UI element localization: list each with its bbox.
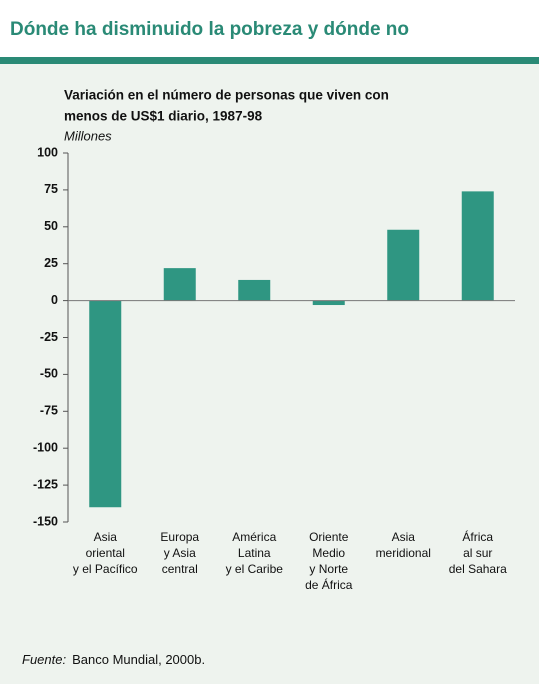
bar [163, 268, 196, 301]
x-tick-line: del Sahara [449, 562, 507, 576]
y-tick-label: 25 [44, 256, 58, 270]
source-label: Fuente: [22, 652, 66, 667]
bar [461, 191, 494, 301]
x-tick-label: Europa y Asia central [160, 530, 199, 576]
x-tick-line: al sur [463, 546, 492, 560]
x-tick-line: oriental [86, 546, 125, 560]
x-tick-label: América Latina y el Caribe [226, 530, 284, 576]
y-tick-label: 50 [44, 219, 58, 233]
bar [387, 229, 420, 301]
y-tick-label: -125 [33, 477, 58, 491]
x-tick-label: Oriente Medio y Norte de África [305, 530, 353, 592]
y-tick-label: 0 [51, 293, 58, 307]
y-tick-label: 100 [37, 145, 58, 159]
source: Fuente: Banco Mundial, 2000b. [22, 652, 205, 667]
x-tick-label: Asia oriental y el Pacífico [73, 530, 138, 576]
chart-title: Dónde ha disminuido la pobreza y dónde n… [10, 19, 409, 40]
title-rule [0, 57, 539, 64]
x-tick-line: Latina [238, 546, 271, 560]
source-text: Banco Mundial, 2000b. [72, 652, 205, 667]
y-tick-label: -75 [40, 404, 58, 418]
x-tick-line: Europa [160, 530, 199, 544]
bar [89, 300, 122, 508]
x-tick-line: Oriente [309, 530, 349, 544]
x-tick-line: y el Pacífico [73, 562, 138, 576]
y-tick-label: -25 [40, 330, 58, 344]
subtitle: Variación en el número de personas que v… [64, 88, 389, 103]
x-tick-line: de África [305, 577, 353, 592]
x-tick-line: y el Caribe [226, 562, 284, 576]
x-tick-line: y Norte [309, 562, 348, 576]
bar [312, 300, 345, 306]
y-tick-label: -50 [40, 367, 58, 381]
subtitle: menos de US$1 diario, 1987-98 [64, 109, 263, 124]
y-tick-label: 75 [44, 182, 58, 196]
x-tick-line: Medio [312, 546, 345, 560]
bar [238, 279, 271, 301]
x-tick-label: Asia meridional [376, 530, 431, 560]
panel [0, 64, 539, 684]
x-tick-label: África al sur del Sahara [449, 529, 507, 576]
x-tick-line: central [162, 562, 198, 576]
x-tick-line: meridional [376, 546, 431, 560]
x-tick-line: África [462, 529, 493, 544]
x-tick-line: América [232, 530, 276, 544]
y-tick-label: -150 [33, 514, 58, 528]
unit-label: Millones [64, 128, 112, 143]
y-tick-label: -100 [33, 440, 58, 454]
x-tick-line: y Asia [164, 546, 196, 560]
x-tick-line: Asia [392, 530, 416, 544]
x-tick-line: Asia [94, 530, 118, 544]
